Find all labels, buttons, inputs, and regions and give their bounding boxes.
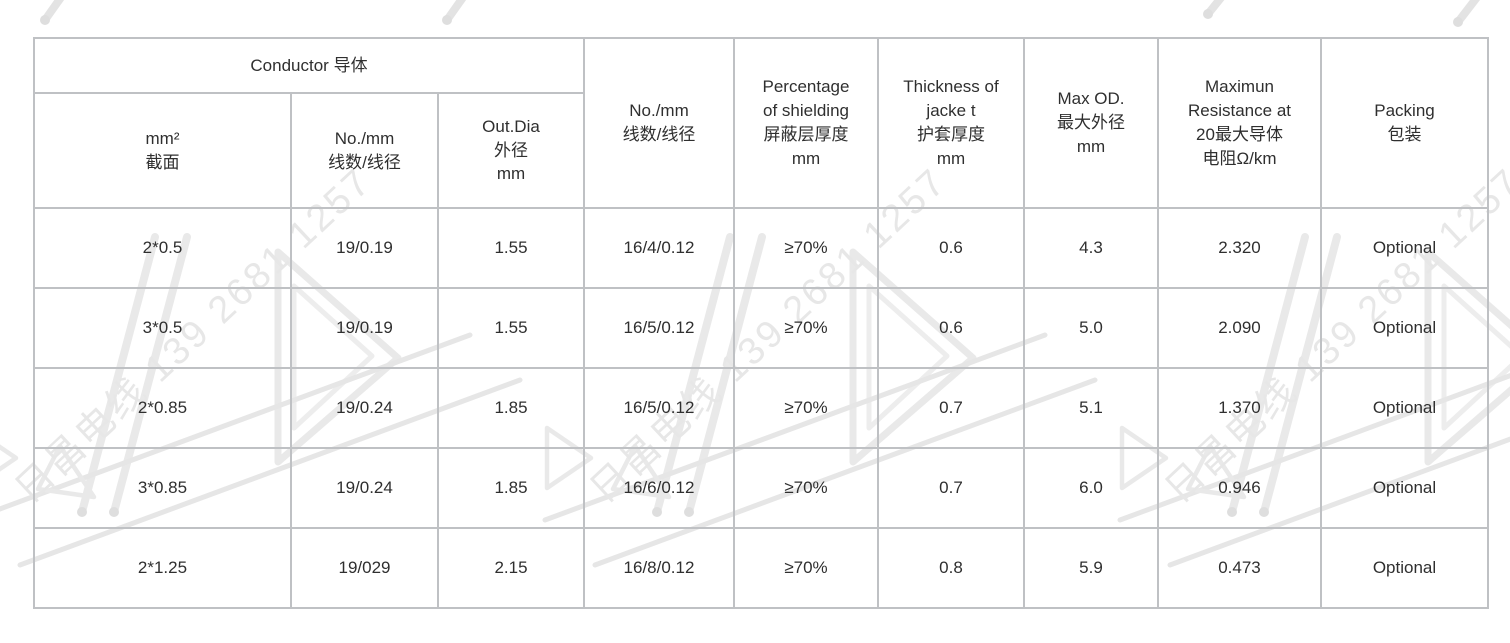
- cell-resistance: 2.320: [1157, 207, 1322, 289]
- table-row: 2*0.85 19/0.24 1.85 16/5/0.12 ≥70% 0.7 5…: [33, 367, 1489, 449]
- cell-cross-section: 2*0.85: [33, 367, 292, 449]
- cell-strands: 19/0.19: [290, 207, 439, 289]
- cell-packing: Optional: [1320, 207, 1489, 289]
- cell-jacket: 0.8: [877, 527, 1025, 609]
- cell-out-dia: 1.85: [437, 367, 585, 449]
- table-row: 3*0.5 19/0.19 1.55 16/5/0.12 ≥70% 0.6 5.…: [33, 287, 1489, 369]
- cell-cross-section: 3*0.85: [33, 447, 292, 529]
- cell-shielding: ≥70%: [733, 367, 879, 449]
- cell-shielding: ≥70%: [733, 287, 879, 369]
- cell-shielding: ≥70%: [733, 447, 879, 529]
- cell-jacket: 0.7: [877, 367, 1025, 449]
- cell-shielding: ≥70%: [733, 207, 879, 289]
- cell-shielding: ≥70%: [733, 527, 879, 609]
- cell-strands: 19/0.19: [290, 287, 439, 369]
- cell-strands: 19/0.24: [290, 367, 439, 449]
- cell-strand-count: 16/4/0.12: [583, 207, 735, 289]
- header-max-od: Max OD. 最大外径 mm: [1023, 37, 1159, 209]
- cell-jacket: 0.6: [877, 287, 1025, 369]
- cell-max-od: 4.3: [1023, 207, 1159, 289]
- table-row: 2*0.5 19/0.19 1.55 16/4/0.12 ≥70% 0.6 4.…: [33, 207, 1489, 289]
- cell-strand-count: 16/8/0.12: [583, 527, 735, 609]
- cell-max-od: 6.0: [1023, 447, 1159, 529]
- cell-resistance: 0.946: [1157, 447, 1322, 529]
- cell-strand-count: 16/5/0.12: [583, 367, 735, 449]
- cell-strands: 19/0.24: [290, 447, 439, 529]
- header-strand-count: No./mm 线数/线径: [583, 37, 735, 209]
- cell-packing: Optional: [1320, 287, 1489, 369]
- cell-packing: Optional: [1320, 367, 1489, 449]
- header-row-group: Conductor 导体 No./mm 线数/线径 Percentage of …: [33, 37, 1489, 209]
- header-max-resistance: Maximun Resistance at 20最大导体 电阻Ω/km: [1157, 37, 1322, 209]
- table-row: 2*1.25 19/029 2.15 16/8/0.12 ≥70% 0.8 5.…: [33, 527, 1489, 609]
- cable-spec-table: Conductor 导体 No./mm 线数/线径 Percentage of …: [33, 37, 1489, 609]
- header-conductor-strands: No./mm 线数/线径: [290, 92, 439, 209]
- cell-resistance: 2.090: [1157, 287, 1322, 369]
- cell-jacket: 0.7: [877, 447, 1025, 529]
- header-packing: Packing 包装: [1320, 37, 1489, 209]
- cell-max-od: 5.0: [1023, 287, 1159, 369]
- header-conductor-out-dia: Out.Dia 外径 mm: [437, 92, 585, 209]
- cell-cross-section: 2*0.5: [33, 207, 292, 289]
- cell-packing: Optional: [1320, 527, 1489, 609]
- cell-resistance: 1.370: [1157, 367, 1322, 449]
- cell-strands: 19/029: [290, 527, 439, 609]
- cell-out-dia: 2.15: [437, 527, 585, 609]
- cell-out-dia: 1.55: [437, 287, 585, 369]
- cell-strand-count: 16/5/0.12: [583, 287, 735, 369]
- cell-out-dia: 1.85: [437, 447, 585, 529]
- header-cross-section: mm² 截面: [33, 92, 292, 209]
- cell-max-od: 5.1: [1023, 367, 1159, 449]
- cell-strand-count: 16/6/0.12: [583, 447, 735, 529]
- watermark-top-marks: [40, 0, 1480, 27]
- cell-out-dia: 1.55: [437, 207, 585, 289]
- header-jacket-thickness: Thickness of jacke t 护套厚度 mm: [877, 37, 1025, 209]
- cell-cross-section: 2*1.25: [33, 527, 292, 609]
- conductor-group-header: Conductor 导体: [33, 37, 585, 94]
- header-shielding-percent: Percentage of shielding 屏蔽层厚度 mm: [733, 37, 879, 209]
- cell-resistance: 0.473: [1157, 527, 1322, 609]
- cell-packing: Optional: [1320, 447, 1489, 529]
- cell-jacket: 0.6: [877, 207, 1025, 289]
- table-row: 3*0.85 19/0.24 1.85 16/6/0.12 ≥70% 0.7 6…: [33, 447, 1489, 529]
- cell-max-od: 5.9: [1023, 527, 1159, 609]
- cell-cross-section: 3*0.5: [33, 287, 292, 369]
